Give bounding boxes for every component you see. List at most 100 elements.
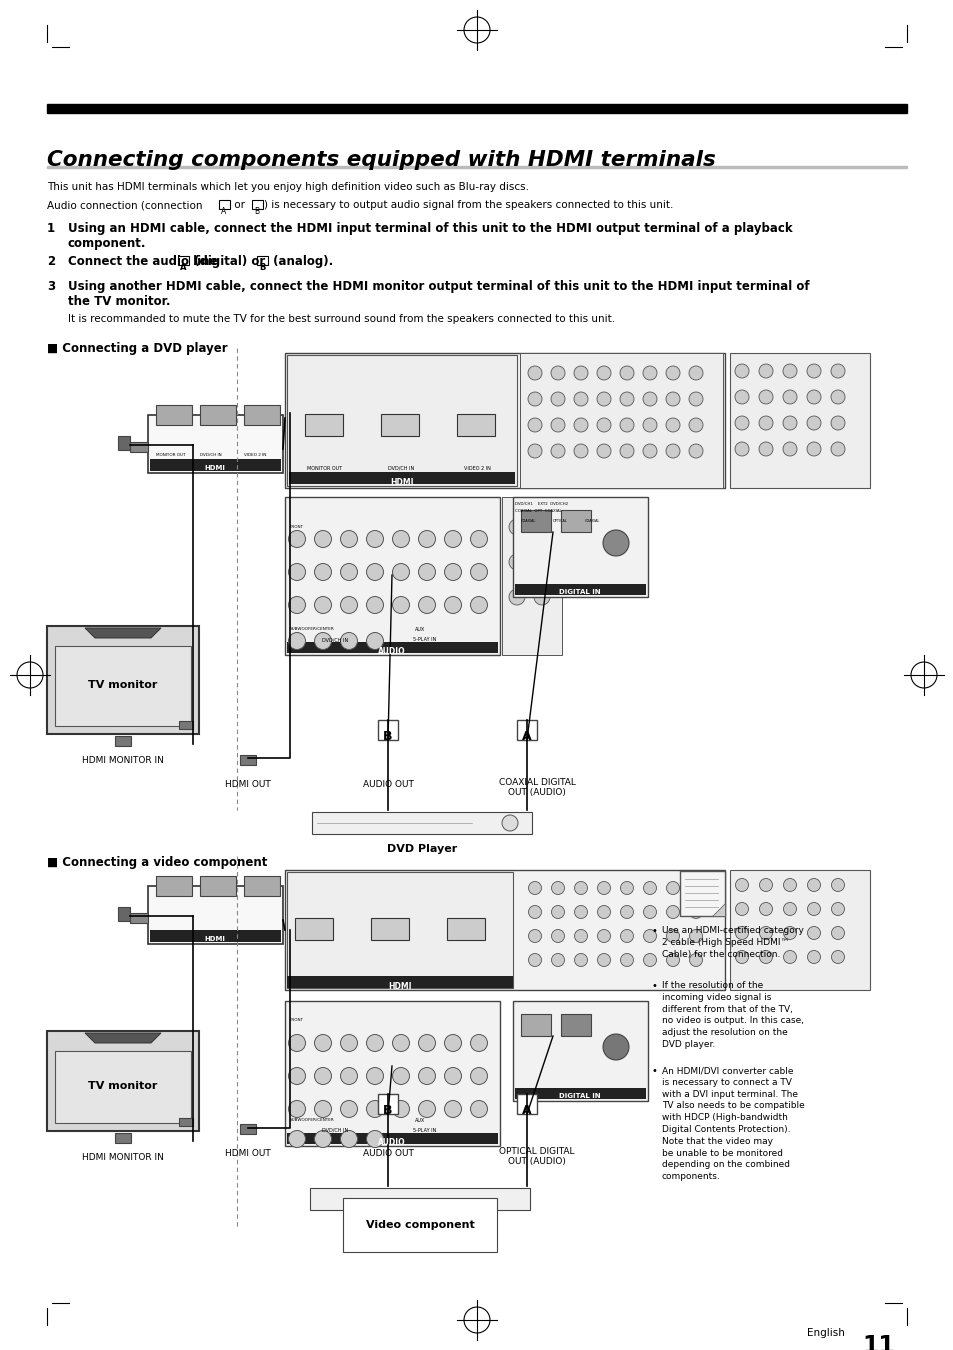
Text: DVD/CH1    EXT2  DVD/CH2: DVD/CH1 EXT2 DVD/CH2 <box>515 502 568 506</box>
Text: FRONT: FRONT <box>290 1018 304 1022</box>
Bar <box>47 166 906 167</box>
Circle shape <box>470 597 487 613</box>
Circle shape <box>527 392 541 406</box>
Circle shape <box>619 444 634 458</box>
Circle shape <box>666 953 679 967</box>
Circle shape <box>288 1034 305 1052</box>
Bar <box>371 918 409 940</box>
Circle shape <box>366 1034 383 1052</box>
Text: Connect the audio line: Connect the audio line <box>68 255 221 269</box>
Bar <box>513 1000 647 1102</box>
Circle shape <box>689 953 701 967</box>
Text: SUBWOOFER/CENTER: SUBWOOFER/CENTER <box>290 626 335 630</box>
Text: HDMI MONITOR IN: HDMI MONITOR IN <box>82 1153 164 1162</box>
Bar <box>305 414 343 436</box>
Circle shape <box>528 930 541 942</box>
Circle shape <box>528 906 541 918</box>
Circle shape <box>782 364 796 378</box>
Circle shape <box>574 444 587 458</box>
Circle shape <box>619 953 633 967</box>
Circle shape <box>643 930 656 942</box>
Circle shape <box>551 366 564 379</box>
Circle shape <box>366 531 383 548</box>
Bar <box>285 497 499 655</box>
Bar <box>520 510 551 532</box>
Circle shape <box>806 416 821 431</box>
Circle shape <box>688 392 702 406</box>
Bar <box>200 405 235 425</box>
Text: AUDIO OUT: AUDIO OUT <box>362 1149 413 1158</box>
Bar <box>287 643 497 653</box>
Text: DVD/CH IN: DVD/CH IN <box>388 466 414 471</box>
Circle shape <box>759 903 772 915</box>
Circle shape <box>689 930 701 942</box>
Circle shape <box>619 366 634 379</box>
Circle shape <box>418 597 435 613</box>
Circle shape <box>830 416 844 431</box>
Circle shape <box>288 597 305 613</box>
Circle shape <box>366 1068 383 1084</box>
Bar <box>501 497 561 655</box>
Circle shape <box>340 1068 357 1084</box>
Circle shape <box>597 906 610 918</box>
Bar <box>519 352 722 487</box>
Circle shape <box>470 1068 487 1084</box>
Text: B: B <box>383 730 393 742</box>
Circle shape <box>806 364 821 378</box>
Circle shape <box>551 906 564 918</box>
Bar <box>515 1088 645 1099</box>
Text: VIDEO 2 IN: VIDEO 2 IN <box>463 466 490 471</box>
Text: 3: 3 <box>47 279 55 293</box>
Bar <box>560 1014 590 1035</box>
Circle shape <box>735 879 748 891</box>
Text: MONITOR OUT: MONITOR OUT <box>156 454 185 458</box>
Circle shape <box>551 882 564 895</box>
Circle shape <box>735 903 748 915</box>
Circle shape <box>509 554 524 570</box>
Circle shape <box>340 531 357 548</box>
Circle shape <box>470 531 487 548</box>
Circle shape <box>288 531 305 548</box>
Circle shape <box>666 906 679 918</box>
Circle shape <box>501 815 517 832</box>
Circle shape <box>574 418 587 432</box>
Text: DVD/CH IN: DVD/CH IN <box>321 1129 348 1133</box>
Circle shape <box>470 1034 487 1052</box>
Bar <box>287 872 513 988</box>
Text: Video component: Video component <box>365 1220 474 1230</box>
Circle shape <box>619 882 633 895</box>
Text: MONITOR OUT: MONITOR OUT <box>307 466 342 471</box>
Bar <box>289 472 515 485</box>
FancyBboxPatch shape <box>178 256 189 265</box>
Circle shape <box>366 1130 383 1148</box>
Bar <box>115 1133 131 1143</box>
Circle shape <box>527 418 541 432</box>
Text: Audio connection (connection: Audio connection (connection <box>47 200 206 211</box>
Circle shape <box>619 418 634 432</box>
Circle shape <box>534 518 550 535</box>
FancyBboxPatch shape <box>219 200 230 209</box>
Circle shape <box>597 392 610 406</box>
Circle shape <box>782 903 796 915</box>
Circle shape <box>314 597 331 613</box>
Circle shape <box>392 597 409 613</box>
FancyBboxPatch shape <box>256 256 268 265</box>
Text: An HDMI/DVI converter cable
is necessary to connect a TV
with a DVI input termin: An HDMI/DVI converter cable is necessary… <box>661 1066 804 1181</box>
Circle shape <box>470 1100 487 1118</box>
Circle shape <box>759 441 772 456</box>
Circle shape <box>806 879 820 891</box>
Bar <box>287 1133 497 1143</box>
Circle shape <box>735 950 748 964</box>
Circle shape <box>806 950 820 964</box>
Circle shape <box>444 563 461 580</box>
Circle shape <box>665 366 679 379</box>
Text: or: or <box>231 200 248 211</box>
Circle shape <box>734 390 748 404</box>
Circle shape <box>619 906 633 918</box>
Circle shape <box>831 879 843 891</box>
Bar <box>377 720 397 740</box>
FancyBboxPatch shape <box>252 200 263 209</box>
Text: OPTICAL: OPTICAL <box>553 518 567 522</box>
Text: HDMI: HDMI <box>204 464 225 471</box>
Bar <box>55 647 191 726</box>
